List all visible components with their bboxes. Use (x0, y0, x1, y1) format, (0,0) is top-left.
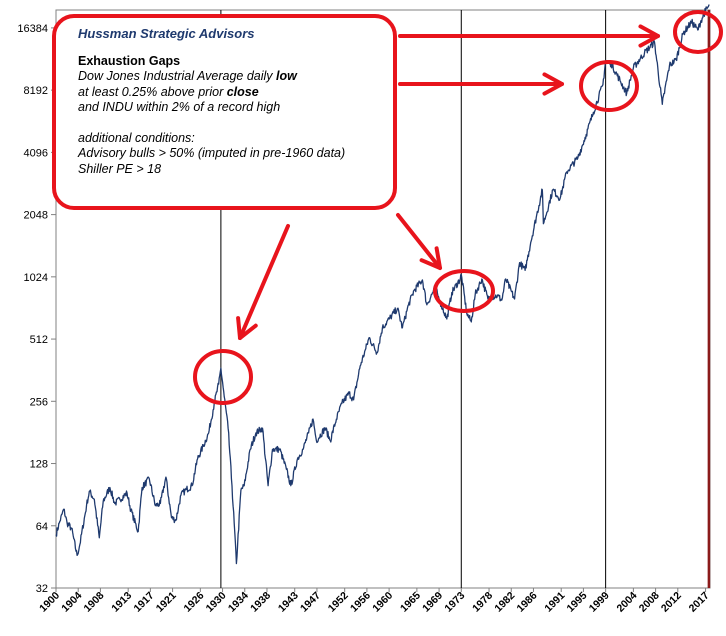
y-tick-label: 8192 (24, 85, 48, 97)
highlight-ellipse (193, 349, 253, 405)
annotation-box: Hussman Strategic Advisors Exhaustion Ga… (52, 14, 397, 210)
arrow-head (542, 72, 564, 96)
annotation-line-2: at least 0.25% above prior close (78, 85, 388, 101)
arrow-shaft (238, 224, 290, 340)
highlight-ellipse (673, 10, 723, 54)
annotation-heading: Exhaustion Gaps (78, 53, 181, 68)
annotation-shapes (193, 10, 723, 405)
arrow-head (236, 316, 258, 340)
annotation-line-2-bold: close (226, 84, 259, 99)
annotation-line-2-text: at least 0.25% above prior (78, 84, 227, 99)
annotation-text: Hussman Strategic Advisors Exhaustion Ga… (78, 26, 388, 177)
highlight-ellipse (433, 269, 495, 313)
y-tick-label: 256 (30, 396, 48, 408)
series-group (55, 4, 710, 565)
y-tick-label: 32 (36, 583, 48, 595)
annotation-line-1: Dow Jones Industrial Average daily low (78, 69, 388, 85)
arrow-head (638, 24, 660, 48)
annotation-line-1-bold: low (276, 69, 297, 83)
arrow-shaft (396, 213, 442, 270)
y-tick-label: 128 (30, 459, 48, 471)
y-axis: 32 64 128 256 512 1024 2048 4096 8192 16384 (17, 23, 56, 595)
arrow-head (419, 246, 442, 270)
conditions-title: additional conditions: (78, 130, 195, 145)
condition-1: Advisory bulls > 50% (imputed in pre-196… (78, 146, 346, 160)
y-tick-label: 2048 (24, 210, 48, 222)
y-tick-label: 1024 (24, 272, 48, 284)
y-tick-label: 4096 (24, 147, 48, 159)
condition-2: Shiller PE > 18 (78, 161, 162, 176)
highlight-ellipse (579, 60, 639, 112)
series-line (55, 4, 710, 565)
annotation-line-1-text: Dow Jones Industrial Average daily (78, 69, 277, 83)
y-tick-label: 512 (30, 334, 48, 346)
annotation-line-3: and INDU within 2% of a record high (78, 100, 281, 114)
y-tick-label: 16384 (17, 23, 48, 35)
brand-label: Hussman Strategic Advisors (78, 26, 255, 41)
y-tick-label: 64 (36, 521, 48, 533)
